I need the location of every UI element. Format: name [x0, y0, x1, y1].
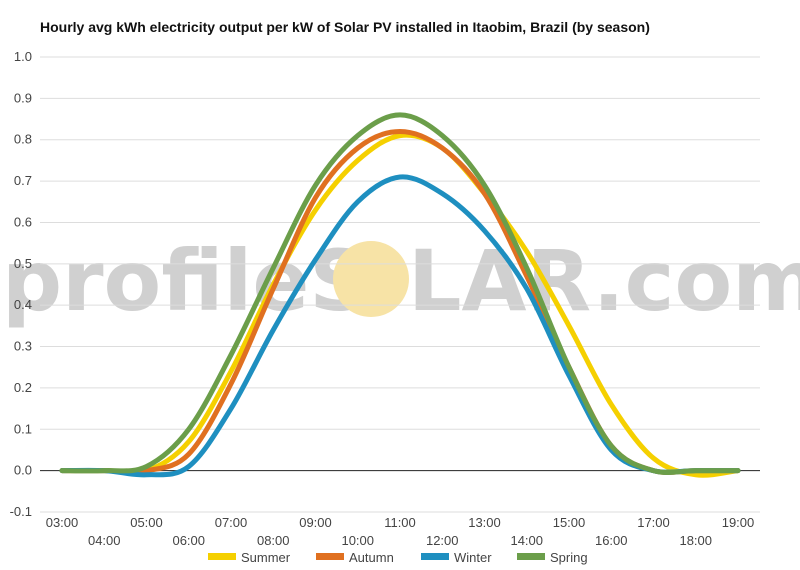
x-tick-label: 19:00	[722, 515, 755, 530]
x-tick-label: 15:00	[553, 515, 586, 530]
y-axis-ticks: 1.0 0.9 0.8 0.7 0.6 0.5 0.4 0.3 0.2 0.1 0.0 -0.1	[10, 49, 32, 519]
legend-item-winter: Winter	[421, 550, 492, 565]
x-axis-ticks: 03:00 04:00 05:00 06:00 07:00 08:00 09:00 10:00…	[46, 515, 755, 548]
y-tick-label: 1.0	[14, 49, 32, 64]
legend-label: Summer	[241, 550, 291, 565]
y-tick-label: -0.1	[10, 504, 32, 519]
x-tick-label: 12:00	[426, 533, 459, 548]
watermark-sun-icon	[333, 241, 409, 317]
series-line-summer	[59, 132, 741, 478]
y-tick-label: 0.6	[14, 214, 32, 229]
x-tick-label: 13:00	[468, 515, 501, 530]
x-tick-label: 17:00	[637, 515, 670, 530]
x-tick-label: 16:00	[595, 533, 628, 548]
y-tick-label: 0.8	[14, 132, 32, 147]
series-line-spring	[59, 112, 741, 475]
watermark-text-right: LAR.com	[408, 232, 800, 330]
watermark-text-left: profileS	[2, 232, 370, 330]
x-tick-label: 03:00	[46, 515, 79, 530]
series-lines	[59, 112, 741, 478]
y-tick-label: 0.3	[14, 339, 32, 354]
x-tick-label: 04:00	[88, 533, 121, 548]
x-tick-label: 14:00	[510, 533, 543, 548]
x-tick-label: 10:00	[341, 533, 374, 548]
x-tick-label: 05:00	[130, 515, 163, 530]
y-tick-label: 0.5	[14, 256, 32, 271]
legend-item-spring: Spring	[517, 550, 588, 565]
chart-title: Hourly avg kWh electricity output per kW…	[40, 19, 650, 35]
legend-swatch	[517, 553, 545, 560]
y-tick-label: 0.4	[14, 297, 32, 312]
x-tick-label: 07:00	[215, 515, 248, 530]
watermark: profileS LAR.com	[2, 232, 800, 330]
legend-swatch	[316, 553, 344, 560]
x-tick-label: 11:00	[384, 515, 416, 530]
y-tick-label: 0.0	[14, 463, 32, 478]
legend: Summer Autumn Winter Spring	[208, 550, 588, 565]
series-line-winter	[59, 174, 741, 478]
y-tick-label: 0.2	[14, 380, 32, 395]
legend-item-summer: Summer	[208, 550, 291, 565]
x-tick-label: 09:00	[299, 515, 332, 530]
legend-swatch	[421, 553, 449, 560]
y-tick-label: 0.9	[14, 90, 32, 105]
legend-item-autumn: Autumn	[316, 550, 394, 565]
x-tick-label: 06:00	[172, 533, 205, 548]
y-tick-label: 0.7	[14, 173, 32, 188]
y-tick-label: 0.1	[14, 421, 32, 436]
legend-label: Autumn	[349, 550, 394, 565]
legend-label: Winter	[454, 550, 492, 565]
x-tick-label: 08:00	[257, 533, 290, 548]
legend-label: Spring	[550, 550, 588, 565]
legend-swatch	[208, 553, 236, 560]
x-tick-label: 18:00	[679, 533, 712, 548]
